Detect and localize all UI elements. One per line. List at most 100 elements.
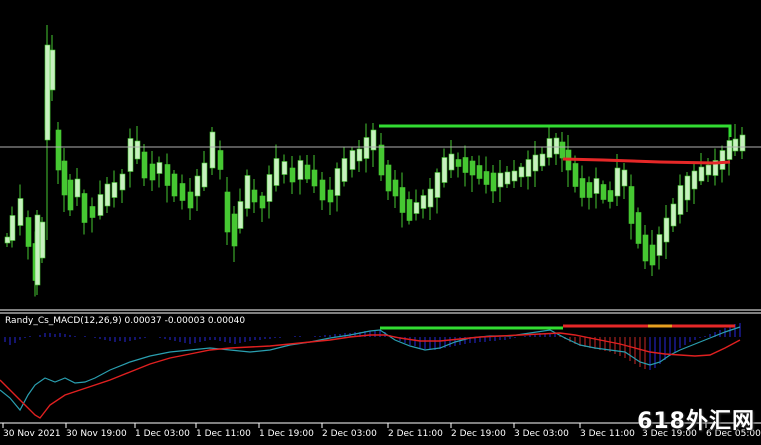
time-label: 6 Dec 05:00 xyxy=(706,429,761,439)
candle-body xyxy=(462,157,469,173)
candle-body xyxy=(434,172,441,198)
candle-body xyxy=(546,138,553,158)
candle-body xyxy=(504,171,511,185)
candle-body xyxy=(141,151,148,179)
candle-body xyxy=(39,221,46,259)
candle-body xyxy=(111,182,118,198)
candle-body xyxy=(97,194,104,216)
candle-body xyxy=(356,148,363,162)
candle-body xyxy=(406,199,413,221)
candle-body xyxy=(677,185,684,215)
candle-body xyxy=(349,150,356,170)
candle-body xyxy=(642,234,649,262)
time-axis-ticks xyxy=(2,423,707,428)
candle-body xyxy=(420,195,427,209)
candle-body xyxy=(49,49,56,91)
candle-body xyxy=(44,44,51,141)
candle-body xyxy=(104,183,111,207)
candle-body xyxy=(511,170,518,182)
macd-signal-line xyxy=(0,332,741,419)
candle-body xyxy=(164,164,171,186)
candle-body xyxy=(497,172,504,188)
candle-body xyxy=(61,160,68,196)
time-label: 3 Dec 11:00 xyxy=(580,429,635,439)
candle-body xyxy=(385,164,392,192)
candle-body xyxy=(656,234,663,256)
candle-body xyxy=(304,164,311,180)
candle-body xyxy=(259,195,266,209)
candle-body xyxy=(739,134,746,152)
support-level-line xyxy=(562,157,731,165)
time-label: 1 Dec 19:00 xyxy=(259,429,314,439)
candle-body xyxy=(194,175,201,197)
candle-body xyxy=(289,167,296,183)
candle-body xyxy=(684,175,691,201)
resistance-level-line xyxy=(379,124,732,137)
candle-body xyxy=(297,160,304,180)
time-label: 2 Dec 03:00 xyxy=(322,429,377,439)
candle-body xyxy=(572,163,579,187)
indicator-label: Randy_Cs_MACD(12,26,9) 0.00037 -0.00003 … xyxy=(5,316,246,326)
candle-body xyxy=(607,190,614,202)
candle-body xyxy=(635,212,642,244)
candle-body xyxy=(490,172,497,192)
candle-body xyxy=(9,215,16,241)
candle-body xyxy=(441,157,448,183)
candle-body xyxy=(311,169,318,187)
candle-body xyxy=(698,166,705,182)
candle-body xyxy=(209,131,216,169)
candle-body xyxy=(705,164,712,176)
candle-body xyxy=(237,201,244,229)
candle-body xyxy=(74,178,81,198)
candle-body xyxy=(691,170,698,190)
candle-body xyxy=(55,129,62,171)
candle-body xyxy=(231,213,238,247)
candle-body xyxy=(413,202,420,214)
candle-body xyxy=(171,173,178,197)
candle-body xyxy=(539,153,546,167)
candle-body xyxy=(341,158,348,182)
candle-body xyxy=(127,138,134,172)
time-label: 3 Dec 19:00 xyxy=(642,429,697,439)
candle-body xyxy=(281,161,288,175)
candle-body xyxy=(224,191,231,233)
candle-body xyxy=(649,244,656,266)
time-label: 2 Dec 11:00 xyxy=(388,429,443,439)
candle-body xyxy=(559,141,566,159)
time-label: 3 Dec 03:00 xyxy=(514,429,569,439)
candle-body xyxy=(67,179,74,211)
candle-body xyxy=(217,150,224,170)
candle-body xyxy=(663,217,670,243)
candle-body xyxy=(732,138,739,152)
candle-body xyxy=(670,203,677,227)
candle-body xyxy=(628,186,635,224)
candle-body xyxy=(187,191,194,209)
time-label: 1 Dec 11:00 xyxy=(196,429,251,439)
candle-body xyxy=(179,183,186,201)
candle-body xyxy=(4,236,11,244)
candle-body xyxy=(476,165,483,179)
candle-body xyxy=(586,182,593,198)
candle-body xyxy=(427,188,434,208)
candle-body xyxy=(327,189,334,203)
candle-body xyxy=(483,171,490,185)
time-label: 2 Dec 19:00 xyxy=(451,429,506,439)
candle-body xyxy=(201,162,208,188)
candle-body xyxy=(370,129,377,151)
candle-body xyxy=(593,178,600,194)
candle-body xyxy=(455,159,462,167)
candle-body xyxy=(81,193,88,223)
time-label: 1 Dec 03:00 xyxy=(135,429,190,439)
candle-body xyxy=(392,179,399,197)
candle-body xyxy=(726,140,733,160)
macd-main-line xyxy=(0,326,741,412)
candle-body xyxy=(600,184,607,200)
candle-body xyxy=(266,174,273,202)
candle-body xyxy=(119,173,126,191)
candle-body xyxy=(34,214,41,286)
candle-body xyxy=(719,150,726,170)
candle-body xyxy=(251,189,258,203)
candle-body xyxy=(149,163,156,181)
time-label: 30 Nov 19:00 xyxy=(66,429,127,439)
